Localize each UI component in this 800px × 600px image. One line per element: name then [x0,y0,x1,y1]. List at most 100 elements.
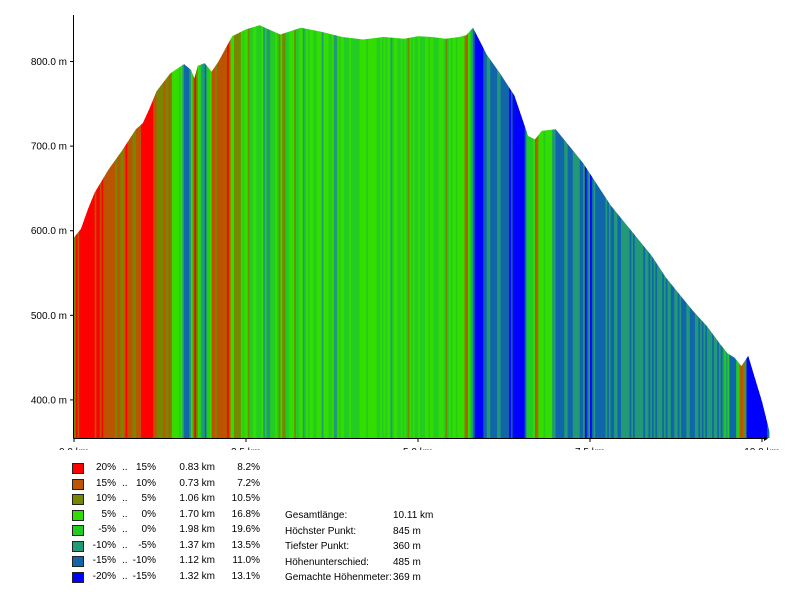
grade-stripe [151,25,154,438]
grade-stripe [106,25,109,438]
grade-stripe [493,25,496,438]
grade-stripe [610,25,613,438]
grade-stripe [629,25,632,438]
grade-stripe [409,25,412,438]
grade-stripe [235,25,238,438]
legend-row: 20%.. 15% 0.83 km 8.2% [72,462,272,477]
grade-stripe [387,25,390,438]
grade-stripe [375,25,378,438]
grade-stripe [156,25,159,438]
grade-stripe [397,25,400,438]
legend-to: -10% [132,555,156,566]
grade-stripe [252,25,256,438]
grade-stripe [79,25,82,438]
grade-stripe [295,25,299,438]
grade-stripe [316,25,319,438]
grade-stripe [491,25,495,438]
grade-stripe [213,25,216,438]
grade-stripe [313,25,316,438]
grade-stripe [590,25,593,438]
grade-stripe [543,25,546,438]
grade-stripe [490,25,493,438]
legend-row: -10%.. -5% 1.37 km 13.5% [72,540,272,555]
grade-stripe [264,25,268,438]
grade-stripe [385,25,388,438]
legend-percent: 11.0% [232,555,260,566]
grade-stripe [376,25,380,438]
grade-stripe [244,25,247,438]
grade-stripe [438,25,441,438]
grade-stripe [92,25,96,438]
grade-stripe [258,25,261,438]
grade-stripe [605,25,608,438]
grade-stripe [189,25,192,438]
grade-stripe [111,25,115,438]
grade-stripe [127,25,130,438]
grade-stripe [443,25,447,438]
grade-stripe [302,25,306,438]
grade-stripe [383,25,386,438]
grade-stripe [135,25,139,438]
grade-stripe [528,25,531,438]
grade-stripe [175,25,178,438]
grade-stripe [197,25,201,438]
stat-value: 360 m [393,541,421,552]
grade-stripe [177,25,180,438]
grade-stripe [507,25,510,438]
legend-separator: .. [122,493,128,504]
legend-percent: 7.2% [237,477,260,489]
grade-stripe [426,25,429,438]
grade-stripe [565,25,569,438]
grade-stripe [342,25,345,438]
grade-stripe [180,25,183,438]
grade-stripe [104,25,108,438]
grade-stripe [122,25,125,438]
x-axis-arrow [764,436,768,441]
legend-from: -10% [92,539,116,551]
grade-stripe [354,25,357,438]
stat-value: 369 m [393,572,421,583]
grade-stripe [218,25,221,438]
grade-stripe [516,25,519,438]
grade-stripe [466,25,469,438]
grade-stripe [378,25,381,438]
legend-swatch [72,525,84,536]
legend-swatch [72,494,84,505]
legend-distance: 1.32 km [179,570,215,582]
grade-stripe [232,25,235,438]
grade-stripe [278,25,281,438]
stat-value: 10.11 km [393,510,434,521]
grade-stripe [483,25,486,438]
grade-stripe [442,25,445,438]
grade-stripe [619,25,622,438]
legend-distance: 1.98 km [179,524,215,535]
grade-stripe [190,25,194,438]
grade-stripe [393,25,397,438]
x-tick-label: 0.0 km [59,447,89,450]
grade-stripe [579,25,582,438]
grade-stripe [118,25,122,438]
grade-stripe [524,25,527,438]
legend-to: 15% [135,462,156,473]
grade-stripe [478,25,481,438]
legend-percent: 13.5% [231,539,260,551]
grade-stripe [577,25,581,438]
stat-label: Gemachte Höhenmeter: [285,572,392,583]
grade-stripe [266,25,269,438]
grade-stripe [80,25,84,438]
grade-stripe [275,25,278,438]
grade-stripe [455,25,459,438]
legend-separator: .. [122,570,128,582]
grade-stripe [615,25,619,438]
stat-label: Gesamtlänge: [285,510,348,521]
grade-stripe [473,25,476,438]
legend-swatch [72,556,84,567]
grade-stripe [330,25,333,438]
grade-stripe [624,25,627,438]
grade-stripe [356,25,359,438]
grade-stripe [276,25,280,438]
grade-stripe [130,25,134,438]
grade-stripe [292,25,295,438]
grade-stripe [233,25,237,438]
grade-stripe [206,25,209,438]
